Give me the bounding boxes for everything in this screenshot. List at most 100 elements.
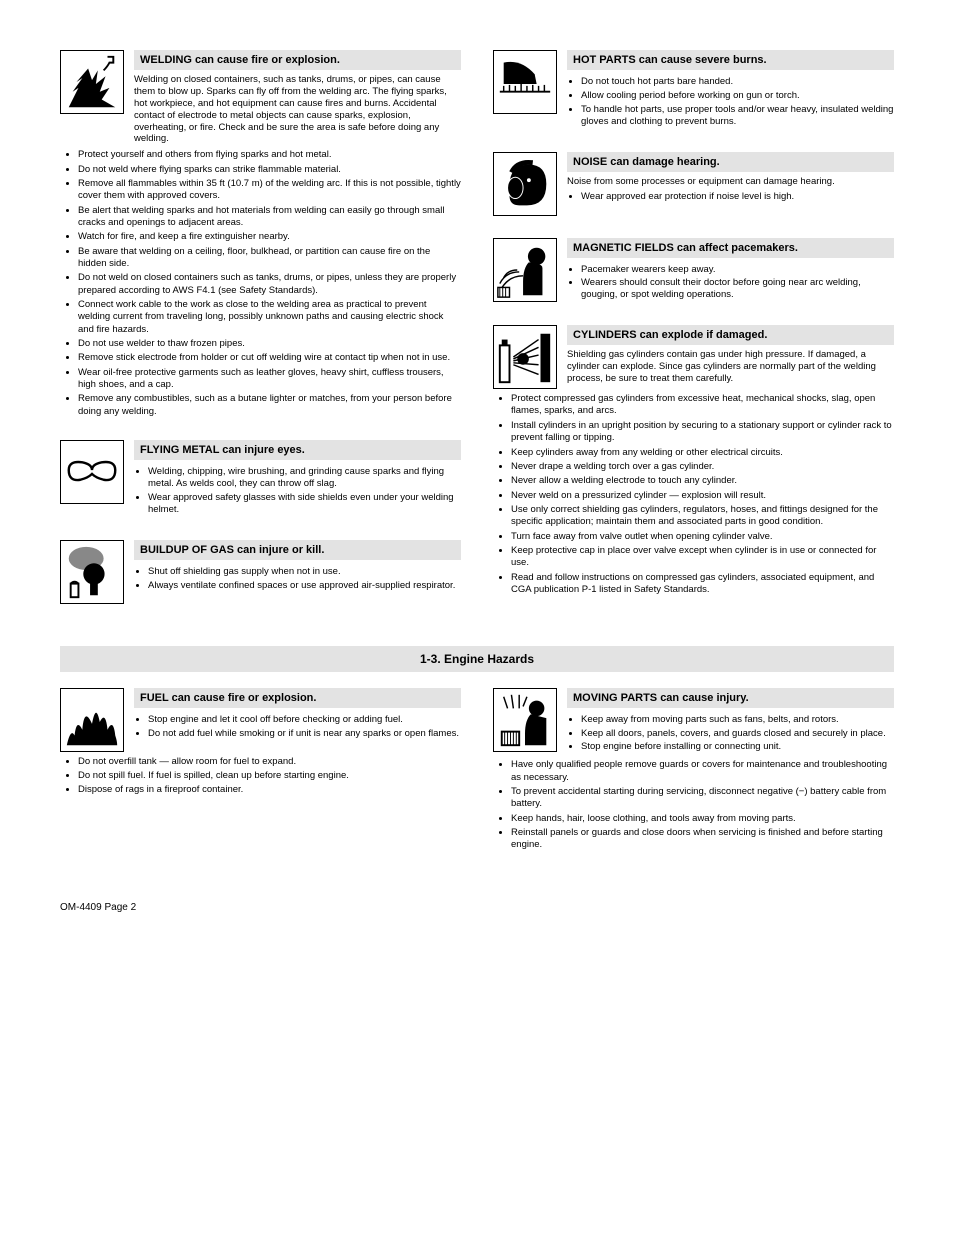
hazard-header: MOVING PARTS can cause injury. Keep away… bbox=[493, 688, 894, 756]
list-item: Shut off shielding gas supply when not i… bbox=[148, 566, 461, 578]
hazard-moving-parts: MOVING PARTS can cause injury. Keep away… bbox=[493, 688, 894, 852]
hazard-cylinders: CYLINDERS can explode if damaged. Shield… bbox=[493, 325, 894, 596]
right-column-top: HOT PARTS can cause severe burns. Do not… bbox=[493, 50, 894, 626]
list-item: Always ventilate confined spaces or use … bbox=[148, 580, 461, 592]
list-item: Welding, chipping, wire brushing, and gr… bbox=[148, 466, 461, 490]
cylinder-icon bbox=[493, 325, 557, 389]
hazard-header: FUEL can cause fire or explosion. Stop e… bbox=[60, 688, 461, 752]
bullet-list: Protect yourself and others from flying … bbox=[60, 149, 461, 418]
list-item: Stop engine before installing or connect… bbox=[581, 741, 894, 753]
gas-icon bbox=[60, 540, 124, 604]
list-item: Never allow a welding electrode to touch… bbox=[511, 475, 894, 487]
list-item: Turn face away from valve outlet when op… bbox=[511, 531, 894, 543]
list-item: Have only qualified people remove guards… bbox=[511, 759, 894, 784]
list-item: Remove all flammables within 35 ft (10.7… bbox=[78, 178, 461, 203]
list-item: Remove any combustibles, such as a butan… bbox=[78, 393, 461, 418]
list-item: Protect compressed gas cylinders from ex… bbox=[511, 393, 894, 418]
bullet-list: Have only qualified people remove guards… bbox=[493, 759, 894, 851]
list-item: Keep away from moving parts such as fans… bbox=[581, 714, 894, 726]
hazard-title: MAGNETIC FIELDS can affect pacemakers. bbox=[567, 238, 894, 258]
list-item: To handle hot parts, use proper tools an… bbox=[581, 104, 894, 128]
hazard-header: WELDING can cause fire or explosion. Wel… bbox=[60, 50, 461, 145]
list-item: Install cylinders in an upright position… bbox=[511, 420, 894, 445]
bullet-list: Do not overfill tank — allow room for fu… bbox=[60, 756, 461, 797]
hazard-title: FUEL can cause fire or explosion. bbox=[134, 688, 461, 708]
bullet-list: Do not touch hot parts bare handed. Allo… bbox=[567, 76, 894, 130]
hazard-title: HOT PARTS can cause severe burns. bbox=[567, 50, 894, 70]
list-item: Keep cylinders away from any welding or … bbox=[511, 447, 894, 459]
list-item: Protect yourself and others from flying … bbox=[78, 149, 461, 161]
left-column-top: WELDING can cause fire or explosion. Wel… bbox=[60, 50, 461, 626]
goggles-icon bbox=[60, 440, 124, 504]
hazard-title: CYLINDERS can explode if damaged. bbox=[567, 325, 894, 345]
list-item: Allow cooling period before working on g… bbox=[581, 90, 894, 102]
top-columns: WELDING can cause fire or explosion. Wel… bbox=[60, 50, 894, 626]
list-item: Do not add fuel while smoking or if unit… bbox=[148, 728, 461, 740]
magnetic-icon bbox=[493, 238, 557, 302]
list-item: Read and follow instructions on compress… bbox=[511, 572, 894, 597]
bullet-list: Wear approved ear protection if noise le… bbox=[567, 191, 894, 205]
list-item: Do not use welder to thaw frozen pipes. bbox=[78, 338, 461, 350]
hazard-fuel: FUEL can cause fire or explosion. Stop e… bbox=[60, 688, 461, 797]
list-item: Watch for fire, and keep a fire extingui… bbox=[78, 231, 461, 243]
hazard-intro: Welding on closed containers, such as ta… bbox=[134, 74, 461, 145]
footer-left: OM-4409 Page 2 bbox=[60, 902, 136, 913]
list-item: To prevent accidental starting during se… bbox=[511, 786, 894, 811]
hazard-hot-parts: HOT PARTS can cause severe burns. Do not… bbox=[493, 50, 894, 130]
bullet-list: Shut off shielding gas supply when not i… bbox=[134, 566, 461, 594]
list-item: Keep all doors, panels, covers, and guar… bbox=[581, 728, 894, 740]
hazard-magnetic: MAGNETIC FIELDS can affect pacemakers. P… bbox=[493, 238, 894, 304]
list-item: Be alert that welding sparks and hot mat… bbox=[78, 205, 461, 230]
hazard-header: FLYING METAL can injure eyes. Welding, c… bbox=[60, 440, 461, 518]
list-item: Dispose of rags in a fireproof container… bbox=[78, 784, 461, 796]
list-item: Wear approved safety glasses with side s… bbox=[148, 492, 461, 516]
noise-icon bbox=[493, 152, 557, 216]
list-item: Wearers should consult their doctor befo… bbox=[581, 277, 894, 301]
fire-icon bbox=[60, 688, 124, 752]
hazard-subtext: Noise from some processes or equipment c… bbox=[567, 176, 894, 188]
list-item: Use only correct shielding gas cylinders… bbox=[511, 504, 894, 529]
list-item: Stop engine and let it cool off before c… bbox=[148, 714, 461, 726]
hazard-header: HOT PARTS can cause severe burns. Do not… bbox=[493, 50, 894, 130]
list-item: Keep hands, hair, loose clothing, and to… bbox=[511, 813, 894, 825]
hazard-header: NOISE can damage hearing. Noise from som… bbox=[493, 152, 894, 216]
list-item: Keep protective cap in place over valve … bbox=[511, 545, 894, 570]
bullet-list: Stop engine and let it cool off before c… bbox=[134, 714, 461, 742]
page-footer: OM-4409 Page 2 bbox=[60, 902, 894, 913]
hazard-noise: NOISE can damage hearing. Noise from som… bbox=[493, 152, 894, 216]
hazard-title: NOISE can damage hearing. bbox=[567, 152, 894, 172]
list-item: Remove stick electrode from holder or cu… bbox=[78, 352, 461, 364]
hazard-subtext: Shielding gas cylinders contain gas unde… bbox=[567, 349, 894, 385]
list-item: Do not weld on closed containers such as… bbox=[78, 272, 461, 297]
list-item: Never weld on a pressurized cylinder — e… bbox=[511, 490, 894, 502]
hazard-header: BUILDUP OF GAS can injure or kill. Shut … bbox=[60, 540, 461, 604]
list-item: Be aware that welding on a ceiling, floo… bbox=[78, 246, 461, 271]
bullet-list: Welding, chipping, wire brushing, and gr… bbox=[134, 466, 461, 518]
explosion-icon bbox=[60, 50, 124, 114]
hazard-header: CYLINDERS can explode if damaged. Shield… bbox=[493, 325, 894, 389]
list-item: Do not touch hot parts bare handed. bbox=[581, 76, 894, 88]
hazard-title: MOVING PARTS can cause injury. bbox=[567, 688, 894, 708]
list-item: Do not spill fuel. If fuel is spilled, c… bbox=[78, 770, 461, 782]
right-column-bottom: MOVING PARTS can cause injury. Keep away… bbox=[493, 688, 894, 874]
list-item: Do not weld where flying sparks can stri… bbox=[78, 164, 461, 176]
list-item: Never drape a welding torch over a gas c… bbox=[511, 461, 894, 473]
list-item: Pacemaker wearers keep away. bbox=[581, 264, 894, 276]
hazard-title: FLYING METAL can injure eyes. bbox=[134, 440, 461, 460]
list-item: Wear oil-free protective garments such a… bbox=[78, 367, 461, 392]
bottom-columns: FUEL can cause fire or explosion. Stop e… bbox=[60, 688, 894, 874]
bullet-list: Protect compressed gas cylinders from ex… bbox=[493, 393, 894, 596]
hazard-gas-buildup: BUILDUP OF GAS can injure or kill. Shut … bbox=[60, 540, 461, 604]
moving-parts-icon bbox=[493, 688, 557, 752]
section-title-bar: 1-3. Engine Hazards bbox=[60, 646, 894, 672]
list-item: Connect work cable to the work as close … bbox=[78, 299, 461, 336]
hazard-header: MAGNETIC FIELDS can affect pacemakers. P… bbox=[493, 238, 894, 304]
hot-parts-icon bbox=[493, 50, 557, 114]
list-item: Do not overfill tank — allow room for fu… bbox=[78, 756, 461, 768]
hazard-flying-metal: FLYING METAL can injure eyes. Welding, c… bbox=[60, 440, 461, 518]
bullet-list: Pacemaker wearers keep away. Wearers sho… bbox=[567, 264, 894, 304]
list-item: Wear approved ear protection if noise le… bbox=[581, 191, 894, 203]
hazard-title: BUILDUP OF GAS can injure or kill. bbox=[134, 540, 461, 560]
hazard-title: WELDING can cause fire or explosion. bbox=[134, 50, 461, 70]
bullet-list: Keep away from moving parts such as fans… bbox=[567, 714, 894, 756]
